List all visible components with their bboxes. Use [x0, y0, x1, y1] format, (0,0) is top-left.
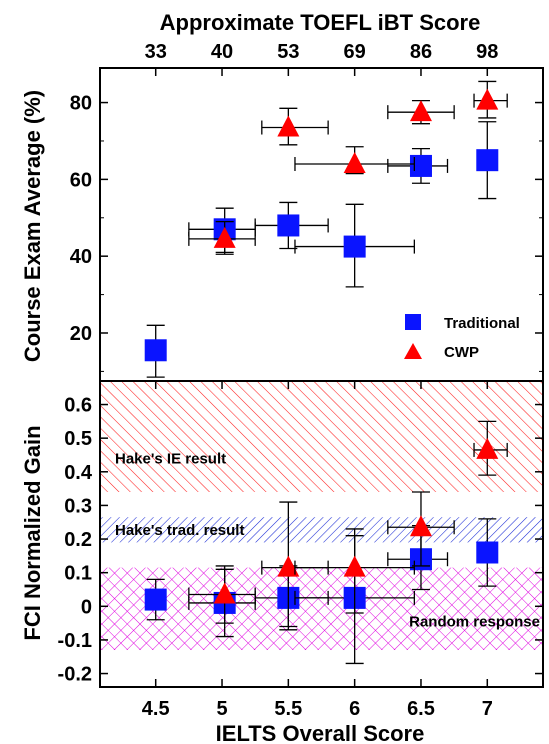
bottom-cwp-point	[409, 515, 432, 537]
legend-cwp-label: CWP	[444, 344, 479, 361]
hake-ie-band	[100, 381, 543, 492]
hake-trad-band-label: Hake's trad. result	[115, 522, 244, 539]
top-traditional-point	[476, 149, 499, 172]
bottom-cwp-point	[343, 555, 366, 577]
bottom-y-tick-label: 0.5	[64, 428, 92, 450]
top-traditional-point	[144, 339, 167, 362]
hake-ie-band-label: Hake's IE result	[115, 450, 226, 467]
bottom-x-tick-label: 4.5	[142, 698, 170, 720]
legend: Traditional CWP	[404, 314, 520, 361]
bottom-x-tick-label: 6.5	[407, 698, 435, 720]
bottom-y-tick-label: -0.1	[58, 630, 92, 652]
bottom-y-tick-label: -0.2	[58, 664, 92, 686]
top-x-tick-label: 53	[277, 41, 299, 63]
bottom-y-tick-label: 0.6	[64, 395, 92, 417]
top-y-tick-label: 40	[70, 246, 92, 268]
top-y-axis-title: Course Exam Average (%)	[20, 90, 45, 362]
top-cwp-point	[343, 152, 366, 174]
top-cwp-point	[213, 226, 236, 248]
top-traditional-point	[343, 235, 366, 258]
top-x-tick-label: 33	[145, 41, 167, 63]
top-y-tick-label: 20	[70, 323, 92, 345]
hake-trad-band	[100, 517, 543, 543]
bottom-panel-axes: -0.2 -0.1 0 0.1 0.2 0.3 0.4 0.5 0.6 4.5 5 5.5 6 6.5 7	[58, 381, 543, 720]
bottom-x-tick-label: 6	[349, 698, 360, 720]
top-panel-frame	[99, 67, 544, 382]
top-cwp-point	[476, 88, 499, 110]
random-response-band	[100, 567, 543, 651]
secondary-x-axis-title: Approximate TOEFL iBT Score	[160, 10, 481, 35]
x-axis-title: IELTS Overall Score	[216, 721, 425, 744]
bottom-x-tick-label: 5.5	[274, 698, 302, 720]
bottom-panel-frame	[99, 380, 544, 688]
bottom-y-tick-label: 0.2	[64, 529, 92, 551]
legend-cwp-swatch	[404, 343, 422, 359]
top-traditional-point	[277, 214, 300, 237]
bottom-y-axis-title: FCI Normalized Gain	[20, 425, 45, 640]
bottom-cwp-point	[213, 582, 236, 604]
top-x-tick-label: 69	[344, 41, 366, 63]
random-response-band-label: Random response	[409, 613, 540, 630]
top-cwp-point	[409, 100, 432, 122]
top-y-tick-label: 60	[70, 169, 92, 191]
bottom-x-tick-label: 5	[216, 698, 227, 720]
bottom-x-tick-label: 7	[482, 698, 493, 720]
bottom-y-tick-label: 0.3	[64, 495, 92, 517]
bottom-y-tick-label: 0.1	[64, 563, 92, 585]
bands-layer	[100, 381, 543, 651]
data-marks	[144, 80, 508, 665]
bottom-traditional-point	[144, 588, 167, 611]
bottom-cwp-point	[277, 555, 300, 577]
top-panel-axes: 20 40 60 80 33 40 53 69 86 98	[70, 41, 543, 372]
top-traditional-point	[409, 154, 432, 177]
bottom-cwp-point	[476, 437, 499, 459]
bottom-traditional-point	[476, 541, 499, 564]
top-x-tick-label: 98	[476, 41, 498, 63]
top-x-tick-label: 86	[410, 41, 432, 63]
bottom-y-tick-label: 0	[81, 596, 92, 618]
bottom-y-tick-label: 0.4	[64, 462, 93, 484]
legend-traditional-label: Traditional	[444, 315, 520, 332]
top-cwp-point	[277, 115, 300, 137]
top-y-tick-label: 80	[70, 93, 92, 115]
legend-traditional-swatch	[405, 314, 421, 330]
top-x-tick-label: 40	[211, 41, 233, 63]
